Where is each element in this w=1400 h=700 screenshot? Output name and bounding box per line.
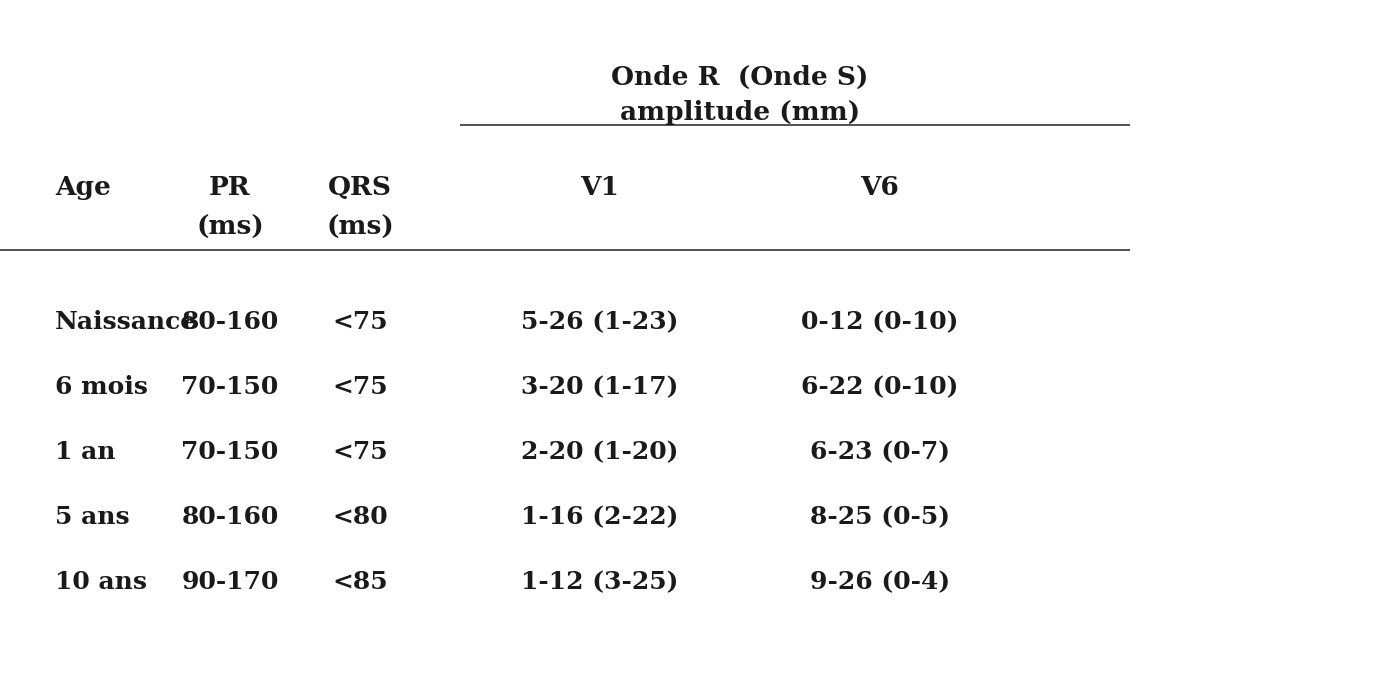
Text: 6 mois: 6 mois — [55, 375, 148, 399]
Text: <75: <75 — [332, 375, 388, 399]
Text: amplitude (mm): amplitude (mm) — [620, 100, 860, 125]
Text: V6: V6 — [861, 175, 899, 200]
Text: 70-150: 70-150 — [182, 440, 279, 464]
Text: 8-25 (0-5): 8-25 (0-5) — [811, 505, 951, 529]
Text: V1: V1 — [581, 175, 619, 200]
Text: 0-12 (0-10): 0-12 (0-10) — [801, 310, 959, 334]
Text: Onde R  (Onde S): Onde R (Onde S) — [612, 65, 868, 90]
Text: 1-16 (2-22): 1-16 (2-22) — [521, 505, 679, 529]
Text: <85: <85 — [332, 570, 388, 594]
Text: 1 an: 1 an — [55, 440, 115, 464]
Text: Naissance: Naissance — [55, 310, 197, 334]
Text: (ms): (ms) — [196, 215, 263, 240]
Text: <75: <75 — [332, 310, 388, 334]
Text: 10 ans: 10 ans — [55, 570, 147, 594]
Text: 1-12 (3-25): 1-12 (3-25) — [521, 570, 679, 594]
Text: (ms): (ms) — [326, 215, 393, 240]
Text: 5-26 (1-23): 5-26 (1-23) — [521, 310, 679, 334]
Text: 6-23 (0-7): 6-23 (0-7) — [811, 440, 951, 464]
Text: PR: PR — [209, 175, 251, 200]
Text: <80: <80 — [332, 505, 388, 529]
Text: 5 ans: 5 ans — [55, 505, 130, 529]
Text: 70-150: 70-150 — [182, 375, 279, 399]
Text: 6-22 (0-10): 6-22 (0-10) — [801, 375, 959, 399]
Text: QRS: QRS — [328, 175, 392, 200]
Text: <75: <75 — [332, 440, 388, 464]
Text: 80-160: 80-160 — [182, 505, 279, 529]
Text: 2-20 (1-20): 2-20 (1-20) — [521, 440, 679, 464]
Text: 3-20 (1-17): 3-20 (1-17) — [521, 375, 679, 399]
Text: Age: Age — [55, 175, 111, 200]
Text: 9-26 (0-4): 9-26 (0-4) — [811, 570, 951, 594]
Text: 90-170: 90-170 — [182, 570, 279, 594]
Text: 80-160: 80-160 — [182, 310, 279, 334]
